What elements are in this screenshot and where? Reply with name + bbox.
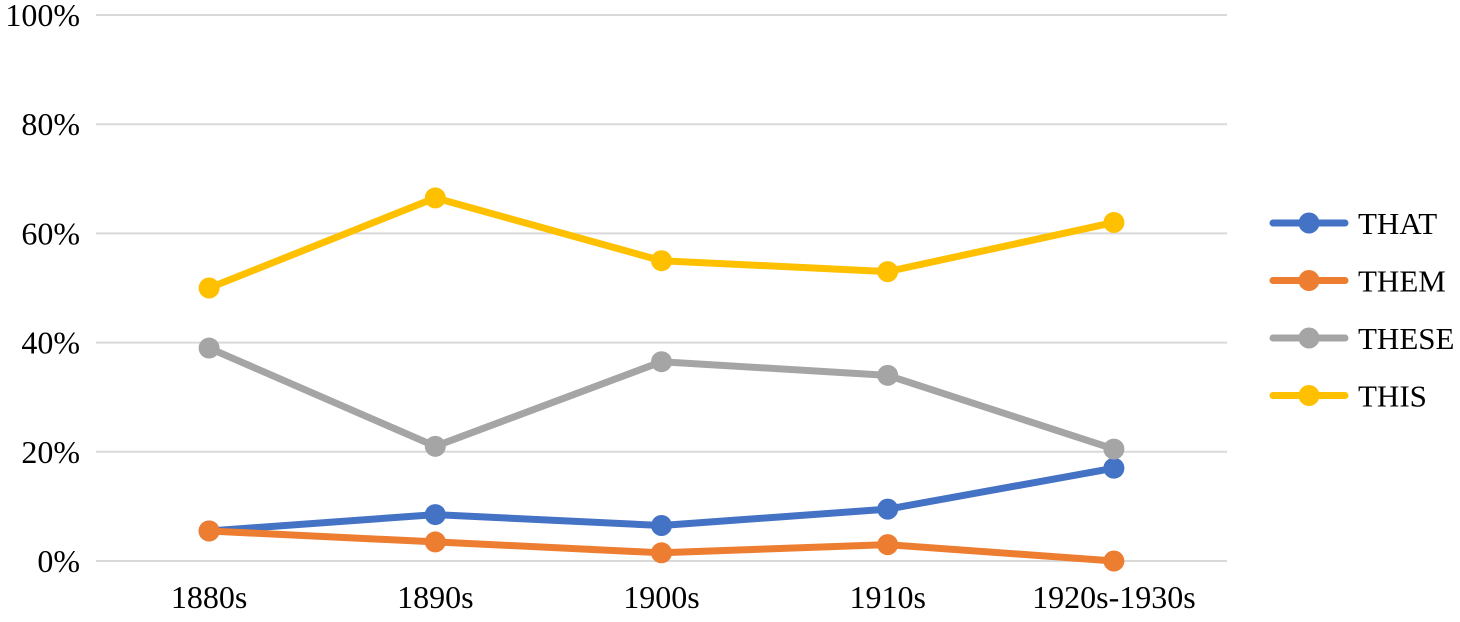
data-point-these-1920s-1930s xyxy=(1103,438,1125,460)
data-point-that-1910s xyxy=(877,498,899,520)
x-axis-tick-label: 1900s xyxy=(623,579,699,615)
x-axis-tick-label: 1910s xyxy=(849,579,925,615)
data-point-them-1880s xyxy=(198,520,220,542)
data-point-this-1910s xyxy=(877,261,899,283)
data-point-them-1890s xyxy=(424,531,446,553)
legend-marker-this xyxy=(1298,385,1320,406)
y-axis-tick-label: 60% xyxy=(21,215,80,251)
data-point-this-1890s xyxy=(424,187,446,209)
data-point-these-1900s xyxy=(651,351,672,373)
data-point-that-1900s xyxy=(651,515,672,537)
x-axis-tick-label: 1880s xyxy=(171,579,247,615)
y-axis-tick-label: 20% xyxy=(21,434,80,470)
data-point-these-1910s xyxy=(877,364,899,386)
data-point-these-1880s xyxy=(198,337,220,359)
x-axis-tick-label: 1890s xyxy=(397,579,473,615)
legend-marker-that xyxy=(1298,212,1320,234)
data-point-that-1920s-1930s xyxy=(1103,457,1125,479)
data-point-these-1890s xyxy=(424,435,446,457)
data-point-them-1920s-1930s xyxy=(1103,550,1125,572)
data-point-them-1910s xyxy=(877,534,899,556)
legend-marker-them xyxy=(1298,270,1320,291)
data-point-this-1900s xyxy=(651,250,672,272)
x-axis-tick-label: 1920s-1930s xyxy=(1032,579,1196,615)
legend-label-them: THEM xyxy=(1358,264,1446,299)
y-axis-tick-label: 100% xyxy=(5,0,80,33)
data-point-them-1900s xyxy=(651,542,672,564)
data-point-that-1890s xyxy=(424,504,446,526)
legend-marker-these xyxy=(1298,327,1320,349)
data-point-this-1880s xyxy=(198,277,220,299)
legend-label-these: THESE xyxy=(1358,321,1454,356)
y-axis-tick-label: 80% xyxy=(21,106,80,142)
y-axis-tick-label: 40% xyxy=(21,325,80,361)
legend-label-that: THAT xyxy=(1358,206,1437,241)
data-point-this-1920s-1930s xyxy=(1103,211,1125,233)
legend-label-this: THIS xyxy=(1358,379,1427,414)
y-axis-tick-label: 0% xyxy=(37,543,80,579)
